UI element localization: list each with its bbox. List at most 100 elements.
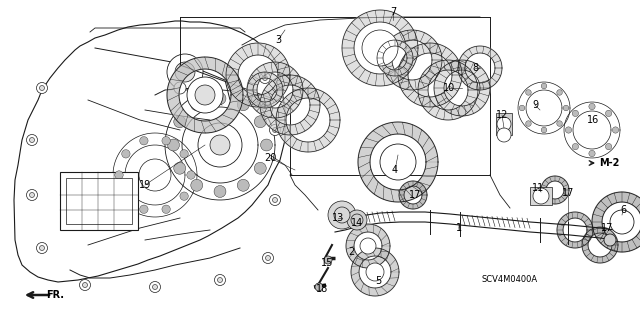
Circle shape: [140, 137, 148, 145]
Text: 15: 15: [321, 258, 333, 268]
Circle shape: [40, 85, 45, 91]
Polygon shape: [592, 192, 640, 252]
Circle shape: [152, 285, 157, 290]
Circle shape: [187, 77, 223, 113]
Circle shape: [589, 150, 595, 157]
Circle shape: [533, 188, 549, 204]
Circle shape: [254, 162, 266, 174]
Text: FR.: FR.: [46, 290, 64, 300]
Circle shape: [79, 279, 90, 291]
Bar: [66, 178, 132, 224]
Circle shape: [541, 83, 547, 89]
Text: 17: 17: [409, 190, 421, 200]
Circle shape: [605, 144, 612, 150]
Polygon shape: [541, 176, 569, 204]
Circle shape: [266, 256, 271, 261]
Circle shape: [180, 150, 188, 158]
Circle shape: [162, 137, 170, 145]
Circle shape: [269, 124, 280, 136]
Circle shape: [612, 127, 619, 133]
Circle shape: [214, 93, 226, 104]
Circle shape: [605, 110, 612, 116]
Circle shape: [140, 205, 148, 213]
Polygon shape: [582, 227, 618, 263]
Circle shape: [26, 135, 38, 145]
Circle shape: [254, 116, 266, 128]
Text: 1: 1: [456, 223, 462, 233]
Circle shape: [541, 127, 547, 133]
Circle shape: [565, 127, 572, 133]
Polygon shape: [226, 43, 290, 107]
Polygon shape: [342, 10, 418, 86]
Circle shape: [210, 135, 230, 155]
Circle shape: [497, 117, 511, 131]
Polygon shape: [351, 248, 399, 296]
Circle shape: [557, 121, 563, 126]
Text: 11: 11: [532, 183, 544, 193]
Polygon shape: [358, 122, 438, 202]
Circle shape: [380, 144, 416, 180]
Circle shape: [175, 62, 195, 82]
Text: 8: 8: [472, 63, 478, 73]
Text: 7: 7: [390, 7, 396, 17]
Text: 6: 6: [620, 205, 626, 215]
Circle shape: [259, 72, 271, 84]
Text: 19: 19: [139, 180, 151, 190]
Circle shape: [497, 128, 511, 142]
Circle shape: [174, 82, 186, 94]
Circle shape: [26, 189, 38, 201]
Circle shape: [273, 197, 278, 203]
Text: 18: 18: [316, 284, 328, 294]
Text: 14: 14: [351, 218, 363, 228]
Polygon shape: [377, 40, 413, 76]
Circle shape: [334, 207, 350, 223]
Circle shape: [139, 159, 171, 191]
Circle shape: [557, 90, 563, 95]
Circle shape: [168, 139, 179, 151]
Circle shape: [525, 121, 531, 126]
Circle shape: [589, 103, 595, 110]
Circle shape: [269, 195, 280, 205]
Circle shape: [262, 76, 268, 80]
Circle shape: [525, 90, 531, 95]
Circle shape: [122, 150, 130, 158]
Circle shape: [347, 210, 367, 230]
Circle shape: [162, 205, 170, 213]
Polygon shape: [14, 21, 285, 282]
Circle shape: [195, 85, 215, 105]
Circle shape: [191, 179, 203, 191]
Bar: [530, 187, 552, 205]
Polygon shape: [399, 181, 427, 209]
Circle shape: [180, 192, 188, 200]
Circle shape: [174, 116, 186, 128]
Polygon shape: [557, 212, 593, 248]
Circle shape: [351, 214, 363, 226]
Text: 16: 16: [587, 115, 599, 125]
Circle shape: [237, 99, 249, 111]
Circle shape: [260, 139, 273, 151]
Polygon shape: [260, 75, 320, 135]
Circle shape: [174, 162, 186, 174]
Polygon shape: [247, 72, 283, 108]
Text: 3: 3: [275, 35, 281, 45]
Circle shape: [315, 283, 323, 291]
Circle shape: [36, 83, 47, 93]
Circle shape: [83, 283, 88, 287]
Polygon shape: [167, 57, 243, 133]
Text: SCV4M0400A: SCV4M0400A: [482, 276, 538, 285]
Circle shape: [572, 110, 579, 116]
Circle shape: [273, 128, 278, 132]
Text: 10: 10: [443, 83, 455, 93]
Circle shape: [167, 54, 203, 90]
Text: 12: 12: [496, 110, 508, 120]
Polygon shape: [418, 60, 478, 120]
Bar: [60, 172, 138, 230]
Circle shape: [366, 263, 384, 281]
Circle shape: [214, 275, 225, 286]
Circle shape: [40, 246, 45, 250]
Circle shape: [604, 234, 616, 246]
Text: 5: 5: [375, 276, 381, 286]
Circle shape: [237, 179, 249, 191]
Text: M-2: M-2: [599, 158, 619, 168]
Text: 2: 2: [348, 247, 354, 257]
